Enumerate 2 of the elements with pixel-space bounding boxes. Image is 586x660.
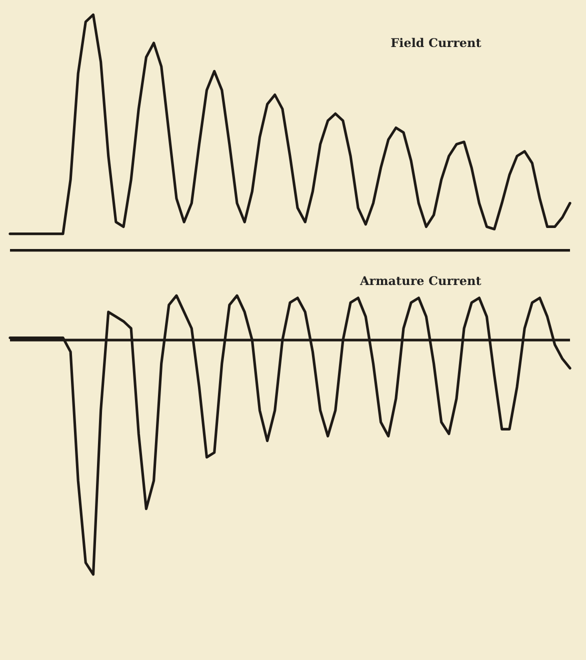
chart-title: Armature Current [358, 274, 482, 288]
text: Field Current [390, 36, 482, 50]
